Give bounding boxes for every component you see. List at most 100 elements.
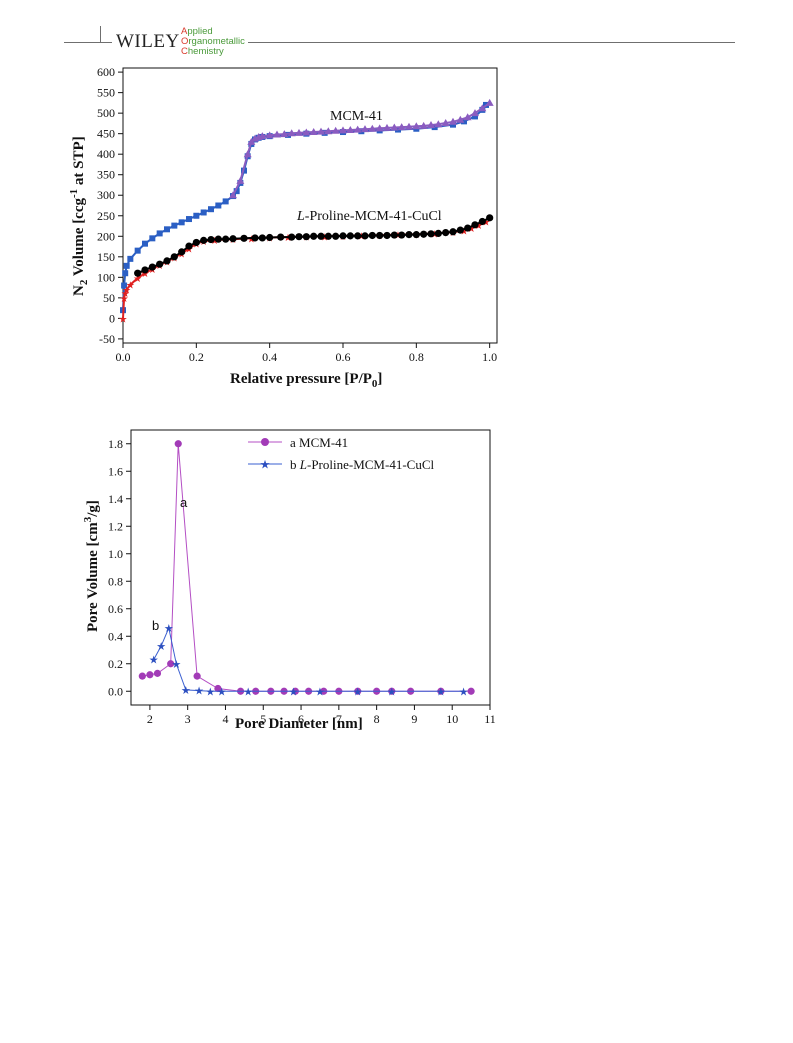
y-tick-label: 50 <box>103 291 115 305</box>
proline-adsorption-marker: ★ <box>210 236 219 247</box>
proline-desorption-marker <box>412 231 420 239</box>
mcm41-adsorption-marker <box>121 282 128 289</box>
proline-desorption-marker <box>192 238 200 247</box>
x-tick-label: 3 <box>185 712 191 726</box>
mcm41-desorption-marker <box>309 128 318 136</box>
proline-pore-marker: ★ <box>171 659 181 671</box>
mcm41-desorption-marker <box>258 132 267 140</box>
mcm41-pore-marker <box>467 687 475 695</box>
proline-desorption-marker <box>398 231 406 239</box>
mcm41-annotation: MCM-41 <box>330 109 383 124</box>
proline-adsorption-marker: ★ <box>121 289 130 300</box>
mcm41-desorption-marker <box>412 122 421 130</box>
mcm41-adsorption-marker <box>123 262 130 269</box>
mcm41-adsorption-marker <box>171 222 178 229</box>
mcm41-pore-line <box>142 443 472 692</box>
proline-desorption-marker <box>222 235 230 243</box>
proline-adsorption-marker: ★ <box>119 314 128 325</box>
mcm41-desorption-marker <box>434 120 443 128</box>
proline-desorption-marker <box>207 235 215 244</box>
proline-desorption-marker <box>354 232 362 240</box>
y-tick-label: 100 <box>97 270 115 284</box>
mcm41-desorption-marker <box>229 191 237 199</box>
proline-desorption-marker <box>361 232 369 240</box>
legend: a MCM-41 ★ b L-Proline-MCM-41-CuCl <box>248 435 434 472</box>
legend-label-b: b L-Proline-MCM-41-CuCl <box>290 457 434 472</box>
proline-adsorption-marker: ★ <box>133 274 142 285</box>
y-axis-title: Pore Volume [cm3/g] <box>82 500 101 632</box>
y-tick-label: 1.6 <box>108 464 123 478</box>
proline-desorption-marker <box>434 229 442 238</box>
mcm41-adsorption-marker <box>285 131 291 138</box>
header-tick <box>100 26 101 43</box>
proline-adsorption-marker: ★ <box>430 229 439 240</box>
mcm41-desorption-marker <box>265 131 274 139</box>
mcm41-desorption-marker <box>441 119 450 126</box>
mcm41-adsorption-marker <box>472 113 478 120</box>
mcm41-pore-marker <box>214 684 222 693</box>
proline-pore-marker: ★ <box>289 686 299 698</box>
proline-desorption-marker <box>376 231 384 240</box>
proline-adsorption-marker: ★ <box>247 234 256 245</box>
proline-desorption-marker <box>134 269 142 277</box>
mcm41-desorption-marker <box>383 123 391 131</box>
y-tick-label: 200 <box>97 229 115 243</box>
mcm41-adsorption-marker <box>208 206 214 213</box>
proline-desorption-marker <box>383 231 391 240</box>
mcm41-desorption-marker <box>339 126 347 134</box>
y-tick-label: 1.4 <box>108 492 123 506</box>
y-tick-label: 1.2 <box>108 519 123 533</box>
proline-desorption-marker <box>324 232 332 240</box>
y-axis-title: N2 Volume [ccg-1 at STP] <box>68 136 90 296</box>
y-tick-label: 0.6 <box>108 602 123 616</box>
mcm41-pore-marker <box>174 440 182 448</box>
y-tick-label: 400 <box>97 147 115 161</box>
y-tick-label: 0.0 <box>108 684 123 698</box>
mcm41-desorption-marker <box>353 125 362 133</box>
mcm41-desorption-marker <box>449 117 457 125</box>
x-axis-title: Relative pressure [P/P0] <box>230 371 382 390</box>
y-tick-label: 0.2 <box>108 657 123 671</box>
y-tick-label: 550 <box>97 86 115 100</box>
x-tick-label: 2 <box>147 712 153 726</box>
mcm41-desorption-marker <box>331 126 340 134</box>
mcm41-adsorption-marker <box>233 188 240 195</box>
proline-annotation: L-Proline-MCM-41-CuCl <box>296 209 442 224</box>
proline-pore-marker: ★ <box>149 655 159 667</box>
proline-adsorption-marker: ★ <box>141 269 150 280</box>
proline-desorption-marker <box>464 224 472 232</box>
y-tick-label: 0.4 <box>108 629 123 643</box>
legend-label-b-rest: -Proline-MCM-41-CuCl <box>307 457 435 472</box>
mcm41-desorption-marker <box>236 176 245 184</box>
proline-desorption-marker <box>277 233 285 241</box>
proline-desorption-marker <box>471 221 479 229</box>
proline-desorption-marker <box>214 235 222 243</box>
page-header: WILEY Applied Organometallic Chemistry <box>0 0 793 60</box>
mcm41-adsorption-marker <box>193 212 200 219</box>
mcm41-desorption-marker <box>427 121 435 129</box>
x-tick-label: 9 <box>411 712 417 726</box>
x-tick-label: 1.0 <box>482 350 497 364</box>
proline-desorption-marker <box>266 233 274 242</box>
proline-desorption-marker <box>339 232 347 240</box>
proline-desorption-marker <box>251 234 259 242</box>
mcm41-adsorption-marker <box>149 235 156 242</box>
mcm41-desorption-marker <box>302 128 311 136</box>
proline-pore-marker: ★ <box>194 686 204 698</box>
proline-adsorption-marker: ★ <box>474 221 483 232</box>
x-tick-label: 11 <box>484 712 496 726</box>
proline-adsorption-marker: ★ <box>284 233 293 244</box>
x-tick-label: 8 <box>374 712 380 726</box>
proline-desorption-marker <box>420 230 428 238</box>
mcm41-desorption-marker <box>368 124 377 132</box>
proline-desorption-marker <box>478 217 486 226</box>
proline-desorption-marker <box>185 242 193 250</box>
mcm41-desorption-marker <box>295 128 303 136</box>
peak-label-a: a <box>180 495 188 510</box>
mcm41-desorption-marker <box>390 123 399 131</box>
y-tick-label: 300 <box>97 188 115 202</box>
proline-pore-marker: ★ <box>156 641 166 653</box>
mcm41-desorption-marker <box>317 127 325 135</box>
legend-marker-a <box>261 438 269 446</box>
proline-desorption-marker <box>317 232 325 240</box>
